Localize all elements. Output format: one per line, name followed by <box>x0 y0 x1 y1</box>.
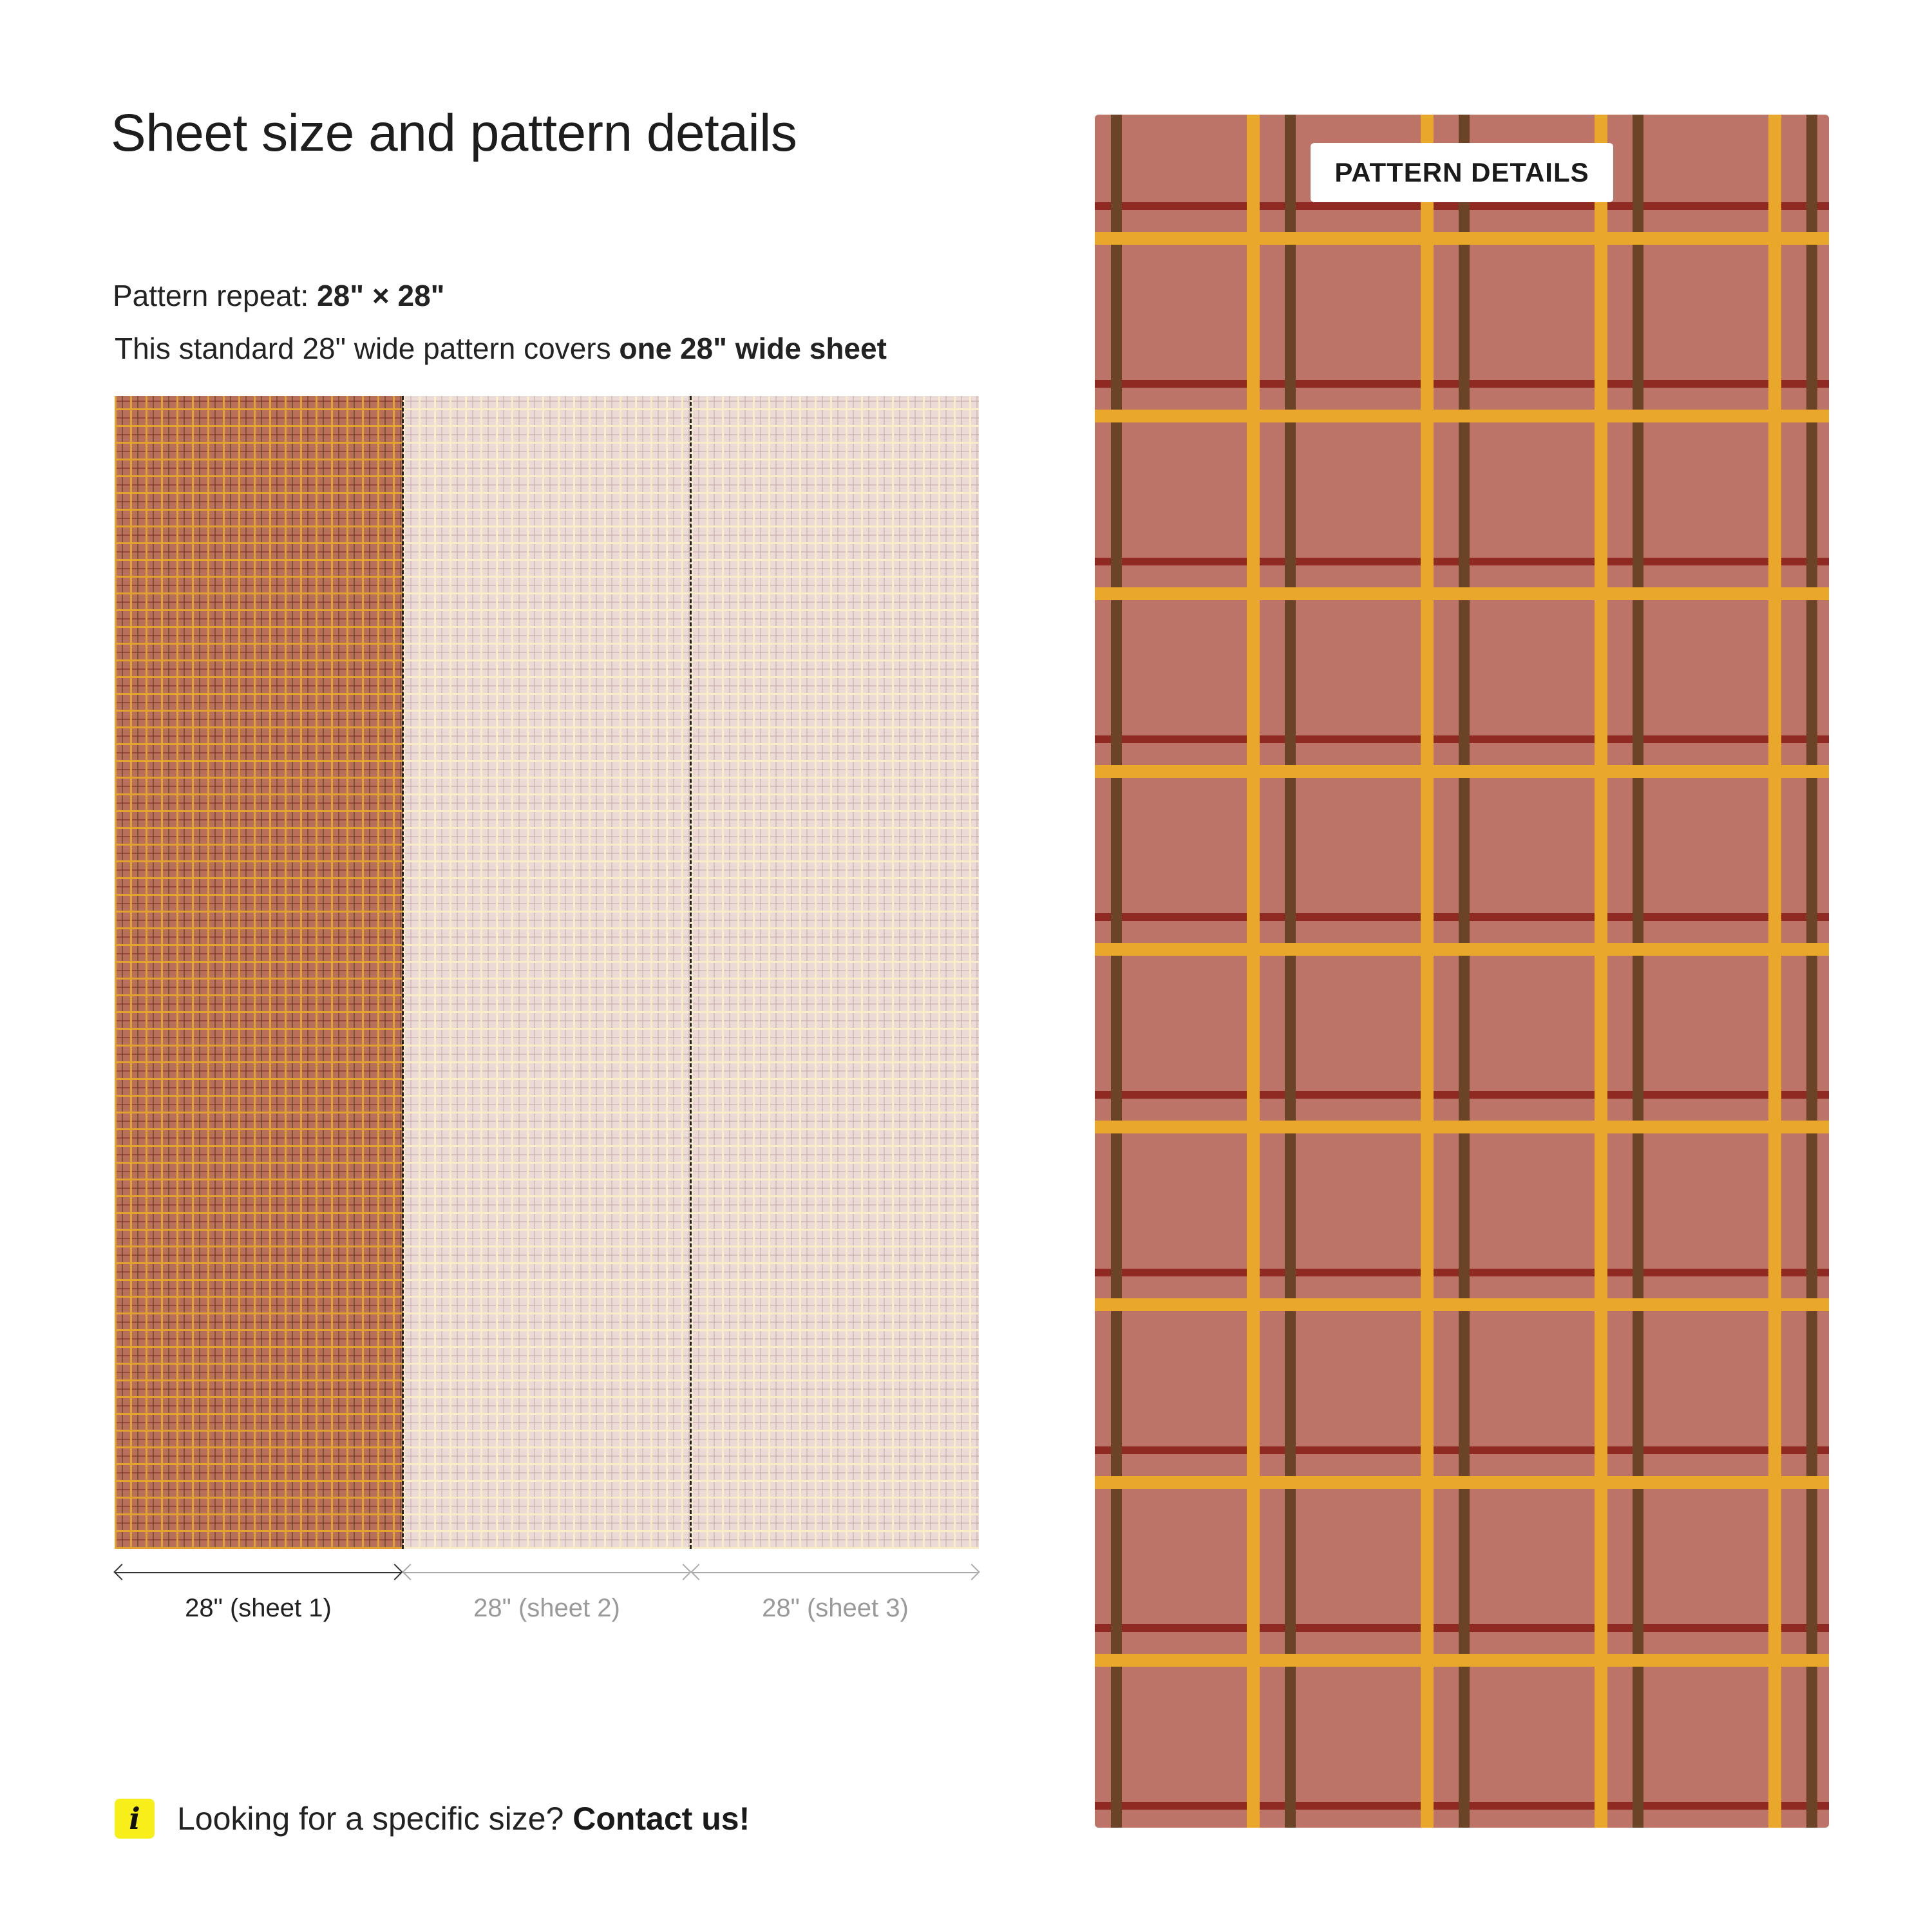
info-icon: i <box>115 1799 155 1839</box>
sheet-1-width-measure <box>113 1564 403 1580</box>
coverage-description: This standard 28" wide pattern covers on… <box>115 331 887 366</box>
sheet-2-width-measure <box>402 1564 692 1580</box>
sheet-divider <box>690 396 692 1549</box>
sheet-3-pattern <box>691 396 979 1549</box>
sheet-2-label: 28" (sheet 2) <box>473 1594 620 1622</box>
arrow-right-icon <box>386 1564 403 1580</box>
sheet-1-pattern <box>115 396 403 1549</box>
info-text: Looking for a specific size? <box>177 1801 573 1837</box>
sheet-1-label: 28" (sheet 1) <box>185 1594 332 1622</box>
arrow-left-icon <box>690 1564 707 1580</box>
arrow-right-icon <box>963 1564 980 1580</box>
pattern-repeat-value: 28" × 28" <box>317 279 445 312</box>
info-message: Looking for a specific size? Contact us! <box>177 1800 750 1837</box>
pattern-detail-image <box>1095 115 1829 1828</box>
arrow-left-icon <box>113 1564 130 1580</box>
arrow-left-icon <box>402 1564 419 1580</box>
sheet-divider <box>402 396 404 1549</box>
page-title: Sheet size and pattern details <box>111 104 797 162</box>
pattern-details-badge: PATTERN DETAILS <box>1311 143 1613 202</box>
pattern-repeat: Pattern repeat: 28" × 28" <box>113 278 444 313</box>
sheet-3-label: 28" (sheet 3) <box>762 1594 909 1622</box>
contact-us-link[interactable]: Contact us! <box>573 1801 750 1837</box>
sheet-3-width-measure <box>690 1564 980 1580</box>
pattern-repeat-label: Pattern repeat: <box>113 279 317 312</box>
sheet-2-pattern <box>403 396 691 1549</box>
coverage-emphasis: one 28" wide sheet <box>619 332 887 365</box>
sheet-preview <box>115 396 979 1549</box>
coverage-text: This standard 28" wide pattern covers <box>115 332 620 365</box>
arrow-right-icon <box>675 1564 692 1580</box>
